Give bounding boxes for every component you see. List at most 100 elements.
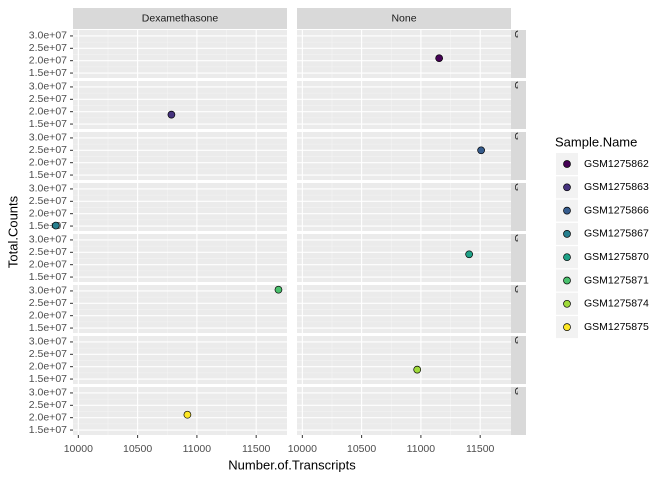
row-strip bbox=[511, 234, 526, 282]
panel bbox=[73, 336, 287, 384]
panel bbox=[73, 30, 287, 78]
row-strip-clip: GSM12758 bbox=[512, 132, 524, 185]
legend-marker bbox=[563, 183, 571, 192]
legend-marker bbox=[563, 206, 571, 215]
y-tick-label: 1.5e+07 bbox=[29, 169, 67, 181]
legend-label: GSM1275870 bbox=[584, 251, 649, 263]
row-strip-label: GSM12758 bbox=[512, 132, 524, 185]
y-tick-label: 3.0e+07 bbox=[29, 285, 67, 297]
x-tick-label: 11000 bbox=[407, 443, 436, 455]
legend-marker bbox=[563, 276, 571, 285]
legend-label: GSM1275874 bbox=[584, 298, 649, 310]
legend-label: GSM1275871 bbox=[584, 274, 649, 286]
y-tick-label: 2.5e+07 bbox=[29, 399, 67, 411]
row-strip-label: GSM12758 bbox=[512, 30, 524, 83]
legend-marker bbox=[563, 299, 571, 308]
row-strip-label: GSM12758 bbox=[512, 81, 524, 134]
row-strip bbox=[511, 183, 526, 231]
y-tick-label: 3.0e+07 bbox=[29, 336, 67, 348]
y-tick-label: 2.0e+07 bbox=[29, 207, 67, 219]
panel bbox=[297, 132, 511, 180]
panel bbox=[73, 285, 287, 333]
y-tick-label: 1.5e+07 bbox=[29, 220, 67, 232]
strip bbox=[297, 8, 511, 29]
point bbox=[167, 110, 176, 119]
y-tick-label: 1.5e+07 bbox=[29, 373, 67, 385]
point bbox=[477, 146, 485, 155]
row-strip-label: GSM12758 bbox=[512, 387, 524, 440]
row-strip-clip: GSM12758 bbox=[512, 81, 524, 134]
row-strip bbox=[511, 132, 526, 180]
panel bbox=[297, 30, 511, 78]
legend-label: GSM1275875 bbox=[584, 321, 649, 333]
y-tick-label: 2.0e+07 bbox=[29, 360, 67, 372]
legend-marker bbox=[563, 230, 571, 238]
row-strip-clip: GSM12758 bbox=[512, 30, 524, 83]
x-tick-label: 10000 bbox=[64, 443, 93, 455]
row-strip-label: GSM12758 bbox=[512, 183, 524, 236]
x-tick-label: 11000 bbox=[183, 443, 212, 455]
x-tick-label: 11500 bbox=[466, 443, 495, 455]
y-tick-label: 1.5e+07 bbox=[29, 271, 67, 283]
x-tick-label: 11500 bbox=[242, 443, 271, 455]
x-tick-label: 10500 bbox=[123, 443, 152, 455]
y-tick-label: 2.0e+07 bbox=[29, 105, 67, 117]
row-strip-label: GSM12758 bbox=[512, 285, 524, 338]
y-axis-title: Total.Counts bbox=[5, 195, 20, 268]
y-tick-label: 3.0e+07 bbox=[29, 183, 67, 195]
x-tick-label: 10000 bbox=[288, 443, 317, 455]
panel bbox=[297, 285, 511, 333]
strip-label: None bbox=[391, 12, 416, 24]
row-strip bbox=[511, 30, 526, 78]
y-tick-label: 3.0e+07 bbox=[29, 234, 67, 246]
y-tick-label: 2.5e+07 bbox=[29, 195, 67, 207]
panel bbox=[73, 387, 287, 435]
row-strip bbox=[511, 387, 526, 435]
point bbox=[413, 365, 422, 374]
y-tick-label: 3.0e+07 bbox=[29, 387, 67, 399]
y-tick-label: 2.5e+07 bbox=[29, 42, 67, 54]
y-tick-label: 2.5e+07 bbox=[29, 144, 67, 156]
row-strip bbox=[511, 285, 526, 333]
x-axis-title: Number.of.Transcripts bbox=[228, 457, 356, 472]
strip-label: Dexamethasone bbox=[142, 12, 219, 24]
panel bbox=[297, 234, 511, 282]
y-tick-label: 3.0e+07 bbox=[29, 81, 67, 93]
panel bbox=[297, 81, 511, 129]
row-strip bbox=[511, 336, 526, 384]
y-tick-label: 2.5e+07 bbox=[29, 93, 67, 105]
x-tick-label: 10500 bbox=[347, 443, 376, 455]
legend-marker bbox=[563, 323, 571, 331]
legend-label: GSM1275866 bbox=[584, 204, 649, 216]
point bbox=[435, 54, 444, 63]
point bbox=[465, 250, 473, 259]
legend-marker bbox=[563, 253, 571, 262]
legend-label: GSM1275867 bbox=[584, 228, 649, 240]
row-strip-clip: GSM12758 bbox=[512, 183, 524, 236]
point bbox=[183, 410, 192, 419]
y-tick-label: 2.0e+07 bbox=[29, 156, 67, 168]
row-strip-clip: GSM12758 bbox=[512, 336, 518, 344]
legend-label: GSM1275862 bbox=[584, 158, 649, 170]
panel bbox=[297, 387, 511, 435]
y-tick-label: 1.5e+07 bbox=[29, 118, 67, 130]
row-strip bbox=[511, 81, 526, 129]
row-strip-clip: GSM12758 bbox=[512, 387, 524, 440]
row-strip-clip: GSM12758 bbox=[512, 234, 518, 242]
point bbox=[51, 221, 60, 230]
point bbox=[274, 285, 283, 294]
panel bbox=[73, 81, 287, 129]
panel bbox=[297, 336, 511, 384]
row-strip-clip: GSM12758 bbox=[512, 285, 524, 338]
y-tick-label: 2.0e+07 bbox=[29, 54, 67, 66]
panel bbox=[73, 132, 287, 180]
panel bbox=[73, 183, 287, 231]
strip bbox=[73, 8, 287, 29]
y-tick-label: 2.5e+07 bbox=[29, 297, 67, 309]
y-tick-label: 1.5e+07 bbox=[29, 424, 67, 436]
y-tick-label: 2.0e+07 bbox=[29, 258, 67, 270]
y-tick-label: 1.5e+07 bbox=[29, 322, 67, 334]
y-tick-label: 2.0e+07 bbox=[29, 309, 67, 321]
y-tick-label: 2.5e+07 bbox=[29, 246, 67, 258]
legend-label: GSM1275863 bbox=[584, 181, 649, 193]
